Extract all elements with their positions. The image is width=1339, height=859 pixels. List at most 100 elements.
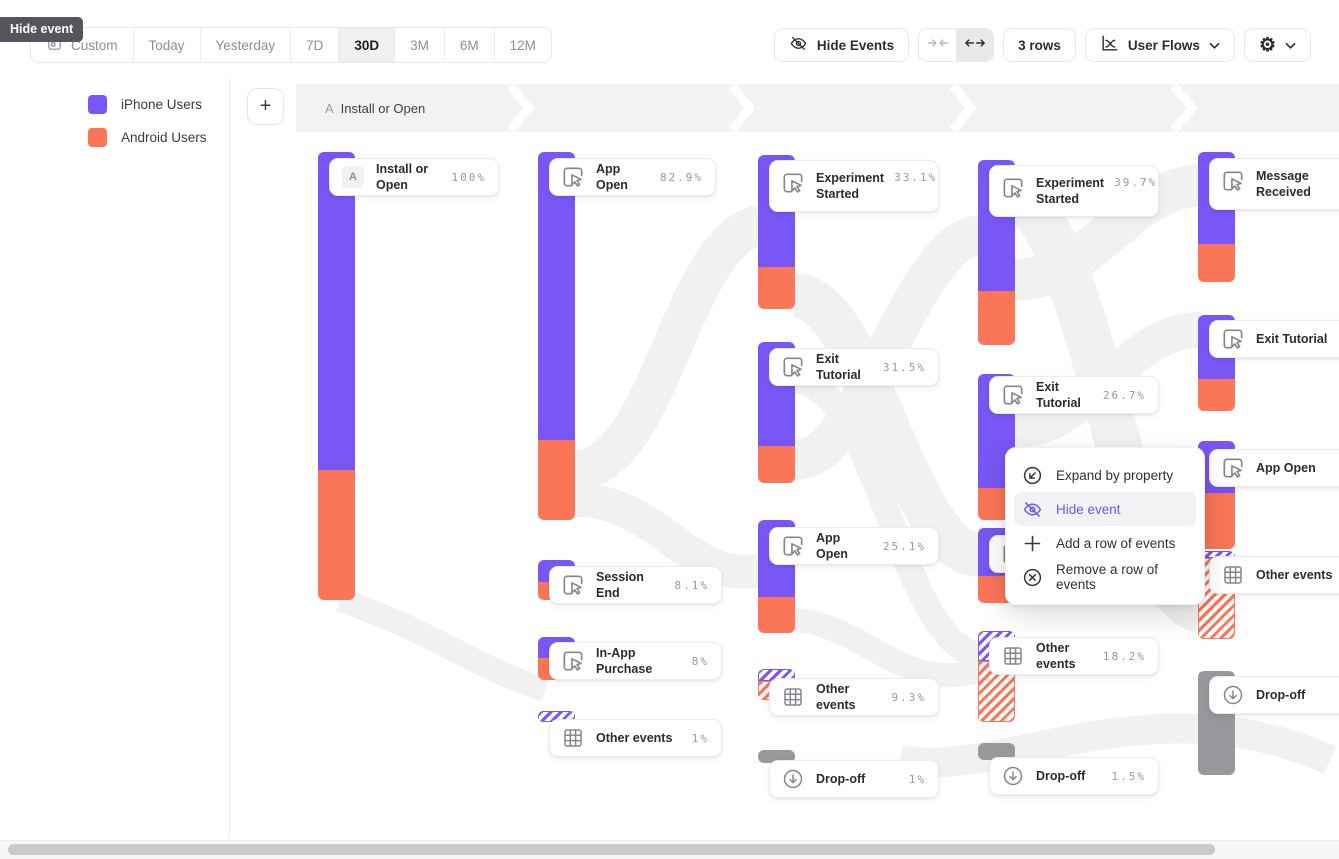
- range-label: 30D: [354, 37, 380, 53]
- event-node-card[interactable]: Session End 8.1%: [549, 566, 722, 604]
- event-percent: 31.5%: [882, 360, 926, 374]
- event-node-bar[interactable]: [978, 743, 1015, 760]
- event-node-card[interactable]: Exit Tutorial: [1209, 320, 1339, 358]
- expand-columns-button[interactable]: [956, 29, 994, 61]
- range-3m[interactable]: 3M: [395, 28, 445, 62]
- drop-off-icon: [1000, 763, 1026, 789]
- expand-by-property-icon: [1022, 465, 1043, 486]
- horizontal-scrollbar-thumb[interactable]: [8, 844, 1215, 855]
- drop-off-icon: [1220, 682, 1246, 708]
- event-node-card[interactable]: Drop-off 1%: [769, 760, 939, 798]
- settings-button[interactable]: ⚙: [1243, 28, 1311, 62]
- event-label: Install or Open: [376, 161, 429, 192]
- bar-segment-grey: [758, 750, 795, 763]
- view-selector-button[interactable]: User Flows: [1084, 28, 1235, 62]
- step-header-1[interactable]: A Install or Open: [325, 84, 425, 132]
- event-node-bar[interactable]: [538, 152, 575, 520]
- legend-swatch: [88, 95, 107, 114]
- menu-item-expand-by-property[interactable]: Expand by property: [1006, 458, 1204, 492]
- event-label: Drop-off: [1256, 687, 1306, 702]
- event-node-card[interactable]: Other events 18.2%: [989, 637, 1159, 675]
- event-node-bar[interactable]: [978, 160, 1015, 345]
- event-node-card[interactable]: Experiment Started 39.7%: [989, 165, 1159, 217]
- range-12m[interactable]: 12M: [495, 28, 551, 62]
- event-node-card[interactable]: App Open 25.1%: [769, 527, 939, 565]
- range-label: Today: [148, 37, 185, 53]
- event-node-card[interactable]: Experiment Started 33.1%: [769, 160, 939, 212]
- event-node-bar[interactable]: [758, 750, 795, 763]
- bar-segment-android: [318, 470, 355, 600]
- collapse-expand-toggle: [918, 28, 995, 62]
- event-node-card[interactable]: Exit Tutorial 31.5%: [769, 348, 939, 386]
- event-label: Message Received: [1256, 168, 1311, 199]
- event-label: Other events: [1256, 567, 1333, 582]
- menu-item-add-a-row-of-events[interactable]: Add a row of events: [1006, 526, 1204, 560]
- range-label: 3M: [410, 37, 429, 53]
- event-node-card[interactable]: Other events: [1209, 556, 1339, 594]
- event-node-card[interactable]: App Open 82.9%: [549, 158, 716, 196]
- legend-label: Android Users: [121, 130, 207, 145]
- event-node-card[interactable]: Drop-off: [1209, 676, 1339, 714]
- legend-item[interactable]: iPhone Users: [88, 95, 207, 114]
- event-node-card[interactable]: Exit Tutorial 26.7%: [989, 376, 1159, 414]
- event-node-card[interactable]: App Open: [1209, 449, 1339, 487]
- menu-item-label: Add a row of events: [1056, 535, 1176, 551]
- event-icon: [780, 533, 806, 559]
- event-node-card[interactable]: In-App Purchase 8%: [549, 642, 722, 680]
- event-node-bar[interactable]: [318, 152, 355, 600]
- legend-swatch: [88, 128, 107, 147]
- event-percent: 9.3%: [891, 690, 926, 704]
- bar-segment-iphone: [538, 152, 575, 440]
- event-label: App Open: [596, 161, 628, 192]
- event-icon: [1000, 382, 1026, 408]
- chevron-down-icon: [1285, 38, 1296, 53]
- range-yesterday[interactable]: Yesterday: [201, 28, 292, 62]
- bar-segment-android: [758, 267, 795, 309]
- user-flows-chart-icon: [1100, 34, 1119, 56]
- range-6m[interactable]: 6M: [445, 28, 495, 62]
- rows-count-label: 3 rows: [1018, 37, 1061, 53]
- range-label: Yesterday: [215, 37, 276, 53]
- remove-row-icon: [1022, 567, 1043, 588]
- arrows-inward-icon: [927, 36, 948, 55]
- event-icon: [780, 170, 806, 196]
- legend-item[interactable]: Android Users: [88, 128, 207, 147]
- collapse-columns-button[interactable]: [919, 29, 957, 61]
- range-30d[interactable]: 30D: [339, 28, 396, 62]
- event-label: Experiment Started: [816, 170, 885, 201]
- other-events-icon: [560, 725, 586, 751]
- menu-item-label: Remove a row of events: [1056, 562, 1159, 592]
- hide-events-label: Hide Events: [816, 37, 895, 53]
- add-row-icon: [1022, 533, 1043, 554]
- range-label: 6M: [459, 37, 479, 53]
- bar-segment-android: [538, 440, 575, 520]
- chevron-right-icon: [1170, 83, 1198, 137]
- event-node-card[interactable]: Other events 1%: [549, 719, 722, 757]
- event-node-card[interactable]: Other events 9.3%: [769, 678, 939, 716]
- menu-item-label: Expand by property: [1056, 467, 1174, 483]
- tooltip-label: Hide event: [10, 22, 74, 36]
- event-label: Exit Tutorial: [816, 351, 861, 382]
- add-step-button[interactable]: +: [247, 88, 284, 125]
- event-icon: [560, 572, 586, 598]
- gear-icon: ⚙: [1258, 34, 1276, 56]
- range-today[interactable]: Today: [134, 28, 201, 62]
- event-icon: [1220, 326, 1246, 352]
- rows-count-button[interactable]: 3 rows: [1003, 28, 1076, 62]
- event-label: Other events: [1036, 640, 1076, 671]
- chevron-down-icon: [1209, 38, 1220, 53]
- range-7d[interactable]: 7D: [291, 28, 340, 62]
- event-node-card[interactable]: A Install or Open 100%: [329, 158, 499, 196]
- event-node-card[interactable]: Drop-off 1.5%: [989, 757, 1159, 795]
- event-node-card[interactable]: Message Received: [1209, 158, 1339, 210]
- hide-events-button[interactable]: Hide Events: [773, 28, 910, 62]
- menu-item-hide-event[interactable]: Hide event: [1014, 492, 1196, 526]
- range-label: 12M: [509, 37, 536, 53]
- menu-item-remove-a-row-of-events[interactable]: Remove a row of events: [1006, 560, 1204, 594]
- other-events-icon: [780, 684, 806, 710]
- event-label: Other events: [596, 730, 673, 745]
- event-percent: 25.1%: [882, 539, 926, 553]
- range-label: Custom: [71, 37, 118, 53]
